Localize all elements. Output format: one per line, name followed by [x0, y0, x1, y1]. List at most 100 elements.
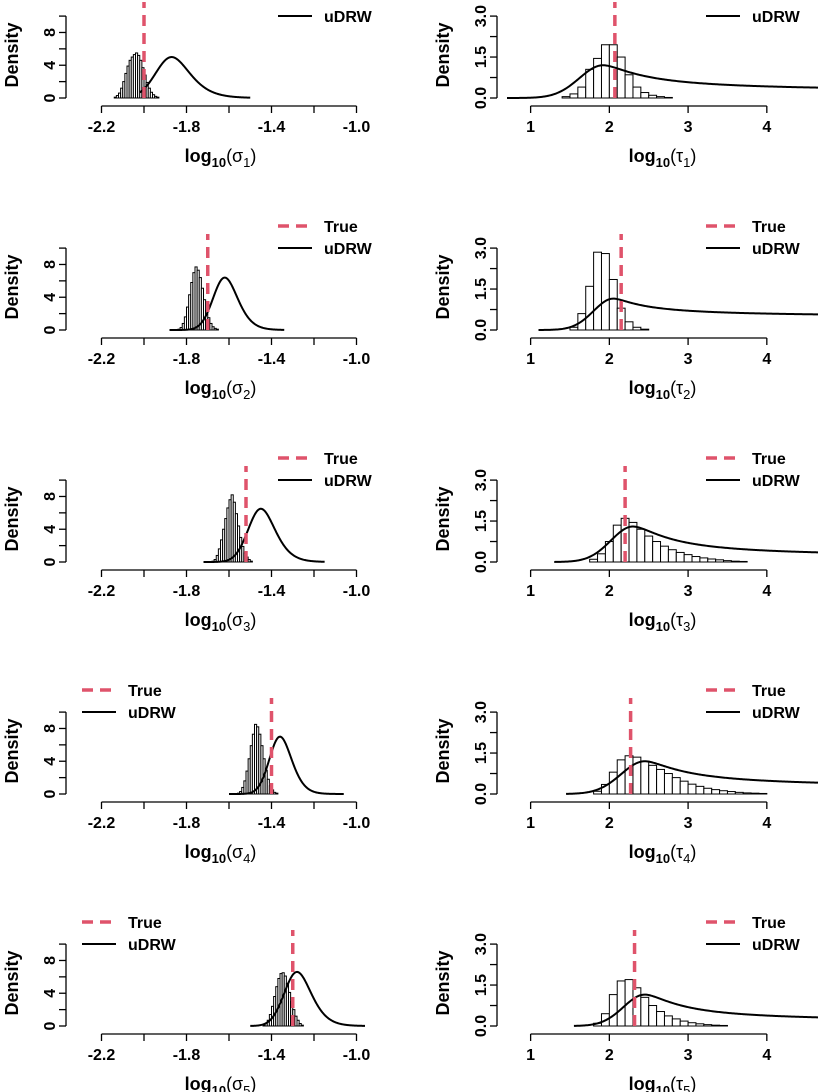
y-axis-title: Density — [2, 950, 22, 1015]
x-tick-label: -1.4 — [258, 351, 286, 368]
histogram-bar — [616, 56, 626, 99]
x-title-param: (σ — [226, 1074, 243, 1092]
histogram-bar — [648, 764, 658, 795]
histogram-bar — [699, 557, 709, 563]
x-title-index: 5 — [683, 1083, 690, 1092]
x-tick-label: -1.8 — [173, 1047, 201, 1064]
y-axis: 0.0 1.5 3.0 Density — [433, 933, 498, 1037]
histogram-bar — [636, 528, 646, 563]
y-tick-label: 0 — [42, 789, 59, 798]
x-tick-label: -2.2 — [88, 119, 116, 136]
histogram-bar — [734, 791, 744, 795]
y-tick-label: 3.0 — [473, 701, 490, 723]
y-tick-label: 1.5 — [473, 742, 490, 764]
x-axis: -2.2 -1.8 -1.4 -1.0 log10(σ2) — [88, 337, 370, 402]
panel-sigma2: 0 4 8 Density -2.2 -1.8 -1.4 -1.0 log10(σ2) True u… — [2, 219, 373, 402]
panel-tau3: 0.0 1.5 3.0 Density 1 2 3 4 log10(τ3) True uDRW — [433, 451, 819, 634]
x-title-close: ) — [690, 842, 696, 862]
legend-udrw-label: uDRW — [324, 9, 373, 26]
histogram-bar — [616, 980, 626, 1027]
x-tick-label: -1.8 — [173, 815, 201, 832]
histogram-bar — [719, 1024, 728, 1027]
x-tick-label: 1 — [526, 1047, 535, 1064]
x-axis-title: log10(σ1) — [185, 146, 257, 170]
histogram-bar — [600, 44, 610, 99]
x-tick-label: -1.0 — [343, 815, 371, 832]
legend-true-label: True — [752, 683, 786, 700]
x-tick-label: 4 — [762, 119, 771, 136]
y-tick-label: 8 — [42, 260, 59, 269]
y-tick-label: 8 — [42, 28, 59, 37]
histogram-bar — [723, 560, 732, 563]
legend-udrw-label: uDRW — [324, 473, 373, 490]
histogram-bar — [715, 559, 725, 563]
legend-true-label: True — [324, 451, 358, 468]
x-tick-label: 3 — [684, 1047, 693, 1064]
x-tick-label: -1.0 — [343, 119, 371, 136]
udrw-density-curve — [203, 507, 325, 563]
histogram-bar — [156, 96, 160, 99]
x-tick-label: -2.2 — [88, 1047, 116, 1064]
histogram-bar — [648, 94, 658, 99]
histogram-bar — [640, 996, 650, 1027]
legend: True uDRW — [706, 683, 801, 722]
histogram-bar — [608, 278, 618, 331]
y-tick-label: 8 — [42, 956, 59, 965]
x-title-base: 10 — [212, 155, 226, 170]
y-axis-title: Density — [433, 718, 453, 783]
histogram-bar — [640, 760, 650, 795]
x-title-close: ) — [690, 610, 696, 630]
histogram-bar — [612, 524, 622, 563]
histogram — [589, 517, 748, 563]
histogram-bar — [750, 792, 760, 795]
histogram-bar — [695, 1023, 705, 1027]
x-tick-label: 3 — [684, 583, 693, 600]
y-tick-label: 8 — [42, 724, 59, 733]
x-axis-title: log10(σ3) — [185, 610, 257, 634]
x-title-index: 4 — [243, 851, 250, 866]
x-title-base: 10 — [656, 851, 670, 866]
panel-sigma5: 0 4 8 Density -2.2 -1.8 -1.4 -1.0 log10(σ5) True u… — [2, 915, 370, 1092]
histogram-bar — [656, 1011, 665, 1027]
x-tick-label: -1.4 — [258, 1047, 286, 1064]
legend-udrw-label: uDRW — [752, 473, 801, 490]
x-title-param: (τ — [670, 842, 683, 862]
histogram-bar — [711, 1024, 721, 1027]
x-tick-label: 2 — [605, 1047, 614, 1064]
legend-udrw-label: uDRW — [128, 937, 177, 954]
legend-true-label: True — [128, 915, 162, 932]
x-tick-label: 3 — [684, 815, 693, 832]
histogram-bar — [632, 86, 642, 99]
y-axis: 0.0 1.5 3.0 Density — [433, 469, 498, 573]
histogram-bar — [691, 556, 701, 563]
legend: True uDRW — [82, 915, 177, 954]
x-tick-label: 1 — [526, 815, 535, 832]
histogram-bar — [215, 328, 219, 331]
x-axis-title: log10(σ2) — [185, 378, 257, 402]
x-title-close: ) — [250, 842, 256, 862]
x-axis: 1 2 3 4 log10(τ5) — [526, 1033, 771, 1092]
histogram-bar — [726, 791, 736, 795]
legend: True uDRW — [278, 451, 373, 490]
x-tick-label: 4 — [762, 815, 771, 832]
histogram-bar — [593, 790, 602, 795]
histogram-bar — [703, 787, 713, 795]
x-axis-title: log10(τ2) — [629, 378, 697, 402]
histogram-bar — [593, 251, 602, 331]
x-tick-label: 2 — [605, 815, 614, 832]
y-tick-label: 0.0 — [473, 783, 490, 805]
histogram — [262, 972, 304, 1027]
x-tick-label: 2 — [605, 351, 614, 368]
histogram-bar — [742, 792, 752, 795]
x-title-param: (σ — [226, 146, 243, 166]
x-tick-label: -1.4 — [258, 583, 286, 600]
histogram — [569, 251, 650, 331]
y-tick-label: 4 — [42, 293, 59, 302]
x-axis: -2.2 -1.8 -1.4 -1.0 log10(σ5) — [88, 1033, 370, 1092]
y-axis-title: Density — [2, 486, 22, 551]
legend-udrw-label: uDRW — [128, 705, 177, 722]
